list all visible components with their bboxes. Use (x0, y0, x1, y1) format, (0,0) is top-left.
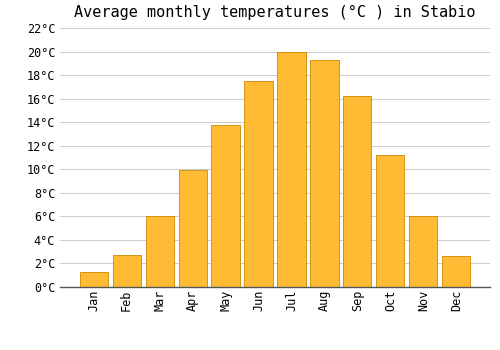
Bar (146, 216, 174, 287)
Bar (212, 125, 240, 287)
Title: Average monthly temperatures (°C ) in Stabio: Average monthly temperatures (°C ) in St… (74, 5, 476, 20)
Bar (442, 257, 470, 287)
Bar (344, 96, 371, 287)
Bar (376, 155, 404, 287)
Bar (80, 272, 108, 287)
Bar (178, 170, 206, 287)
Bar (112, 255, 140, 287)
Bar (310, 60, 338, 287)
Bar (410, 216, 438, 287)
Bar (278, 51, 305, 287)
Bar (244, 81, 272, 287)
